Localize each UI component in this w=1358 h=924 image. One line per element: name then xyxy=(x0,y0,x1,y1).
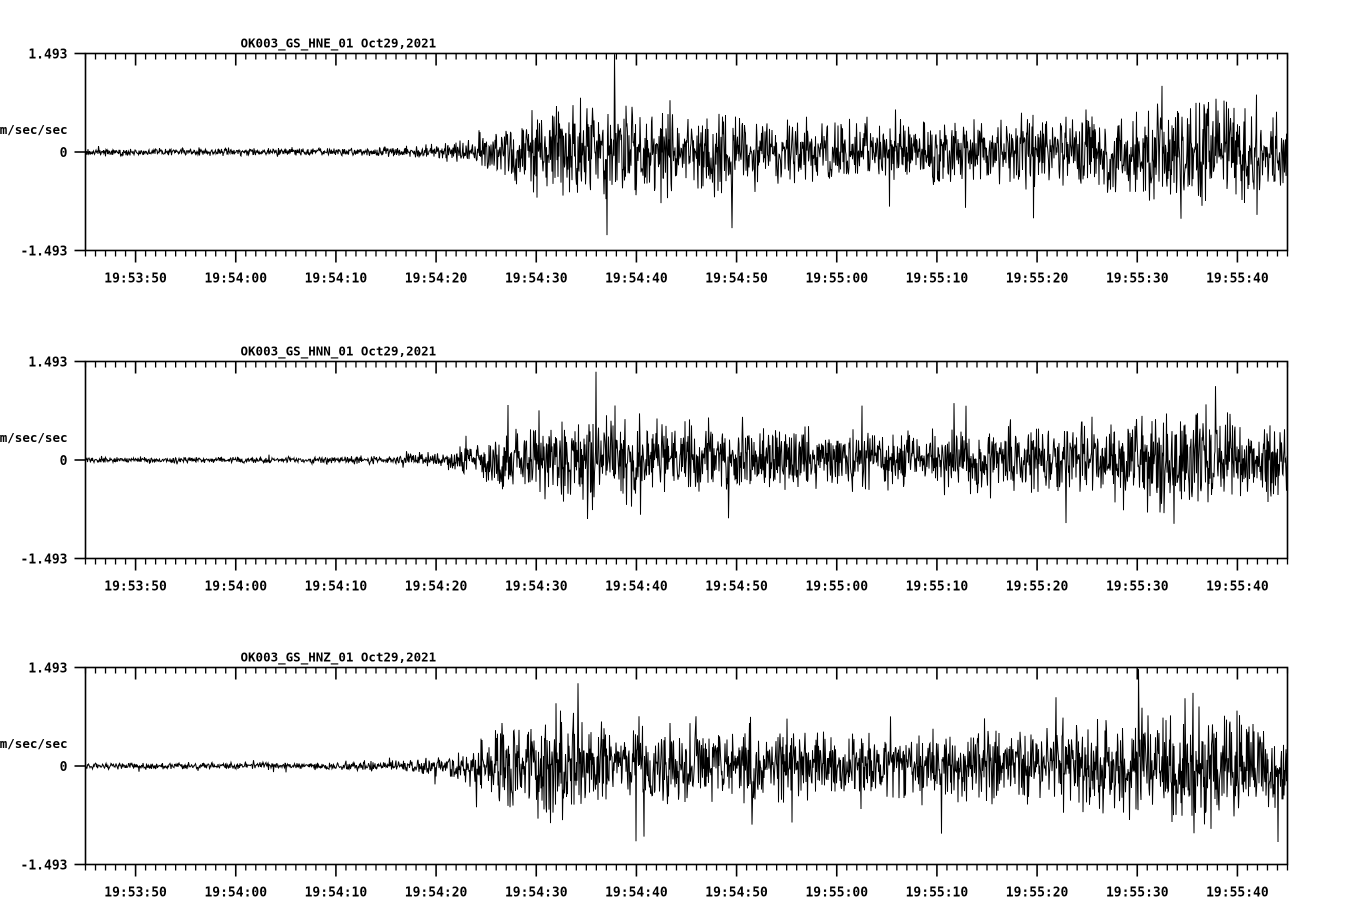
x-tick-label: 19:55:20 xyxy=(1006,272,1069,287)
y-tick-label: 1.493 xyxy=(28,356,67,371)
x-tick-label: 19:55:00 xyxy=(805,580,868,595)
panel-title: OK003_GS_HNZ_01 Oct29,2021 xyxy=(241,650,437,666)
x-tick-label: 19:55:40 xyxy=(1206,580,1269,595)
panel-title: OK003_GS_HNN_01 Oct29,2021 xyxy=(241,344,437,360)
x-tick-label: 19:55:10 xyxy=(906,580,969,595)
x-tick-label: 19:53:50 xyxy=(104,886,167,901)
y-axis-label: cm/sec/sec xyxy=(0,122,68,137)
y-tick-label: 0 xyxy=(60,454,68,469)
y-tick-label: 1.493 xyxy=(28,48,67,63)
x-tick-label: 19:54:50 xyxy=(705,886,768,901)
axis-ticks xyxy=(84,667,1289,877)
x-tick-label: 19:54:40 xyxy=(605,272,668,287)
seismogram-panel-hnz: OK003_GS_HNZ_01 Oct29,2021 1.493 0 -1.493 cm… xyxy=(0,614,1358,922)
x-tick-label: 19:54:10 xyxy=(305,272,368,287)
x-tick-label: 19:54:00 xyxy=(204,580,267,595)
x-tick-label: 19:54:00 xyxy=(204,272,267,287)
x-tick-label: 19:53:50 xyxy=(104,580,167,595)
x-tick-label: 19:55:10 xyxy=(906,272,969,287)
x-tick-label: 19:54:10 xyxy=(305,886,368,901)
x-tick-label: 19:55:20 xyxy=(1006,580,1069,595)
x-tick-label: 19:55:30 xyxy=(1106,272,1169,287)
y-tick-label: -1.493 xyxy=(21,245,68,260)
y-tick-label: 0 xyxy=(60,760,68,775)
y-tick-label: -1.493 xyxy=(21,553,68,568)
plot-area-hne: OK003_GS_HNE_01 Oct29,2021 1.493 0 -1.493 cm… xyxy=(0,36,1289,287)
x-tick-label: 19:54:20 xyxy=(405,272,468,287)
y-axis-ticks xyxy=(74,52,86,252)
x-tick-label: 19:54:00 xyxy=(204,886,267,901)
waveform-trace xyxy=(85,371,1288,524)
x-tick-label: 19:54:50 xyxy=(705,272,768,287)
y-axis-ticks xyxy=(74,360,86,560)
x-tick-label: 19:54:40 xyxy=(605,580,668,595)
x-tick-label: 19:55:30 xyxy=(1106,580,1169,595)
x-tick-label: 19:55:40 xyxy=(1206,886,1269,901)
x-tick-label: 19:55:10 xyxy=(906,886,969,901)
plot-area-hnn: OK003_GS_HNN_01 Oct29,2021 1.493 0 -1.493 cm… xyxy=(0,344,1289,595)
seismogram-panel-hne: OK003_GS_HNE_01 Oct29,2021 1.493 0 -1.493 cm… xyxy=(0,0,1358,308)
x-tick-label: 19:54:50 xyxy=(705,580,768,595)
plot-area-hnz: OK003_GS_HNZ_01 Oct29,2021 1.493 0 -1.493 cm… xyxy=(0,650,1289,901)
axis-ticks xyxy=(84,53,1289,263)
x-tick-label: 19:54:30 xyxy=(505,272,568,287)
x-tick-label: 19:54:20 xyxy=(405,886,468,901)
waveform-trace xyxy=(85,54,1288,236)
x-tick-label: 19:54:20 xyxy=(405,580,468,595)
x-tick-label: 19:55:40 xyxy=(1206,272,1269,287)
y-axis-label: cm/sec/sec xyxy=(0,430,68,445)
y-tick-label: 1.493 xyxy=(28,662,67,677)
y-axis-ticks xyxy=(74,666,86,866)
y-axis-label: cm/sec/sec xyxy=(0,736,68,751)
x-tick-label: 19:54:30 xyxy=(505,886,568,901)
x-tick-label: 19:55:00 xyxy=(805,272,868,287)
y-tick-label: 0 xyxy=(60,146,68,161)
axis-ticks xyxy=(84,361,1289,571)
x-tick-label: 19:54:40 xyxy=(605,886,668,901)
y-tick-label: -1.493 xyxy=(21,859,68,874)
seismogram-panel-hnn: OK003_GS_HNN_01 Oct29,2021 1.493 0 -1.493 cm… xyxy=(0,308,1358,616)
x-tick-label: 19:53:50 xyxy=(104,272,167,287)
x-tick-label: 19:54:30 xyxy=(505,580,568,595)
x-tick-label: 19:55:00 xyxy=(805,886,868,901)
panel-title: OK003_GS_HNE_01 Oct29,2021 xyxy=(241,36,437,52)
x-tick-label: 19:55:20 xyxy=(1006,886,1069,901)
x-tick-label: 19:55:30 xyxy=(1106,886,1169,901)
x-tick-label: 19:54:10 xyxy=(305,580,368,595)
waveform-trace xyxy=(85,669,1288,843)
